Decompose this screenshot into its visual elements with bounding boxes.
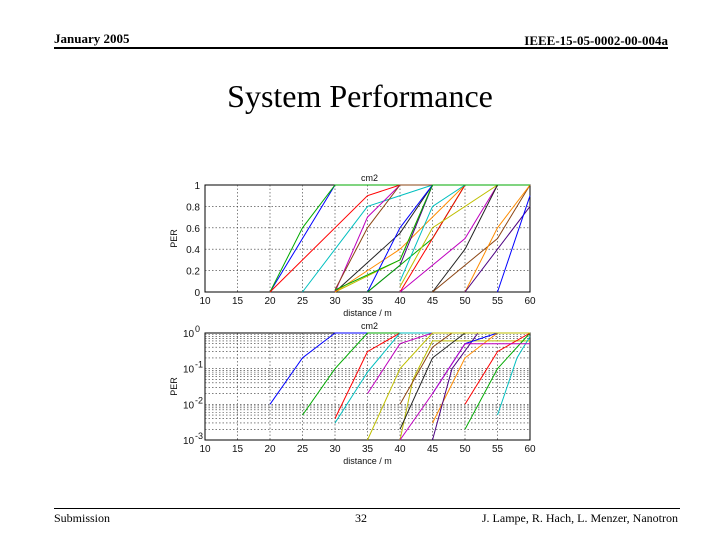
y-tick-label: 10 <box>183 436 195 447</box>
y-axis-label: PER <box>169 229 179 248</box>
x-tick-label: 20 <box>264 444 276 455</box>
x-tick-label: 45 <box>427 296 439 307</box>
series-line-6 <box>399 340 530 441</box>
y-tick-label: 0.8 <box>186 202 200 213</box>
series-line-22 <box>334 184 530 291</box>
x-tick-label: 35 <box>362 296 374 307</box>
x-tick-label: 60 <box>524 296 536 307</box>
y-tick-label: 10 <box>183 329 195 340</box>
y-tick-exponent: -3 <box>195 431 203 441</box>
series-line-15 <box>399 343 530 441</box>
header-doc-id: IEEE-15-05-0002-00-004a <box>524 33 668 48</box>
x-tick-label: 15 <box>232 296 244 307</box>
footer-submission: Submission <box>54 511 111 525</box>
x-tick-label: 10 <box>199 296 211 307</box>
x-tick-label: 15 <box>232 444 244 455</box>
footer-rule <box>54 508 680 509</box>
series-line-18 <box>432 184 531 293</box>
y-tick-exponent: 0 <box>195 324 200 334</box>
chart-title: cm2 <box>361 321 378 331</box>
y-tick-label: 0.6 <box>186 224 200 235</box>
x-tick-label: 30 <box>329 296 341 307</box>
header-rule <box>54 47 668 49</box>
x-tick-label: 30 <box>329 444 341 455</box>
x-tick-label: 20 <box>264 296 276 307</box>
series-line-16 <box>367 332 530 441</box>
series-line-19 <box>464 184 531 293</box>
y-tick-label: 0.4 <box>186 245 200 256</box>
x-axis-label: distance / m <box>343 308 392 318</box>
x-tick-label: 35 <box>362 444 374 455</box>
x-tick-label: 45 <box>427 444 439 455</box>
x-tick-label: 60 <box>524 444 536 455</box>
y-axis-label: PER <box>169 377 179 396</box>
x-tick-label: 50 <box>459 296 471 307</box>
footer-authors: J. Lampe, R. Hach, L. Menzer, Nanotron <box>481 511 678 525</box>
chart-title: cm2 <box>361 173 378 183</box>
y-tick-label: 1 <box>194 181 200 192</box>
x-tick-label: 25 <box>297 444 309 455</box>
y-tick-label: 10 <box>183 400 195 411</box>
y-tick-exponent: -2 <box>195 395 203 405</box>
x-tick-label: 40 <box>394 296 406 307</box>
slide-title: System Performance <box>227 78 493 114</box>
header-date: January 2005 <box>54 31 130 46</box>
x-tick-label: 25 <box>297 296 309 307</box>
x-axis-label: distance / m <box>343 456 392 466</box>
y-tick-label: 0 <box>194 288 200 299</box>
series-line-12 <box>464 332 531 430</box>
footer-page-number: 32 <box>355 511 367 525</box>
x-tick-label: 50 <box>459 444 471 455</box>
x-tick-label: 55 <box>492 296 504 307</box>
y-tick-exponent: -1 <box>195 360 203 370</box>
x-tick-label: 10 <box>199 444 211 455</box>
x-tick-label: 55 <box>492 444 504 455</box>
x-tick-label: 40 <box>394 444 406 455</box>
chart-1: 10 15 20 25 30 35 40 45 50 55 60 0 0.2 0.4 0.6 0.8 1 cm2 d… <box>169 173 536 318</box>
series-line-21 <box>497 195 531 293</box>
y-tick-label: 10 <box>183 365 195 376</box>
series-line-13 <box>464 332 531 405</box>
y-tick-label: 0.2 <box>186 267 200 278</box>
series-line-20 <box>464 206 531 293</box>
